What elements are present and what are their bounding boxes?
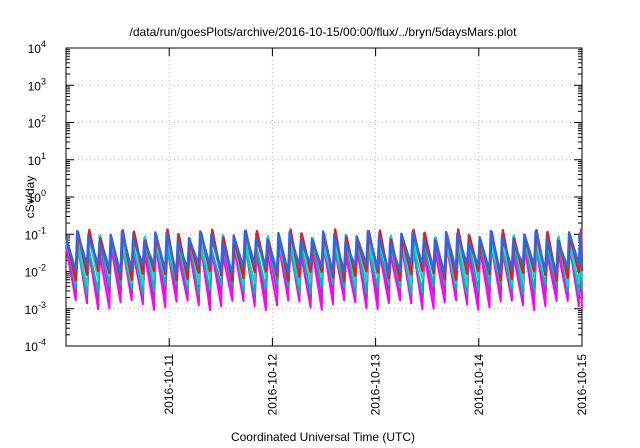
series-group bbox=[64, 228, 584, 312]
chart-title: /data/run/goesPlots/archive/2016-10-15/0… bbox=[130, 25, 518, 39]
y-tick-label: 10-4 bbox=[25, 337, 46, 354]
y-tick-label: 10-3 bbox=[25, 300, 46, 317]
series-line bbox=[64, 229, 584, 276]
y-tick-label: 104 bbox=[28, 39, 46, 56]
y-axis-label: cSv/day bbox=[23, 176, 37, 219]
x-tick-label: 2016-10-15 bbox=[575, 354, 589, 416]
y-tick-label: 10-1 bbox=[25, 225, 46, 242]
x-axis-label: Coordinated Universal Time (UTC) bbox=[231, 430, 415, 444]
y-tick-label: 10-2 bbox=[25, 263, 46, 280]
x-tick-label: 2016-10-12 bbox=[265, 354, 279, 416]
x-tick-label: 2016-10-11 bbox=[162, 354, 176, 415]
y-tick-label: 101 bbox=[28, 151, 46, 168]
x-axis: 2016-10-11 2016-10-12 2016-10-13 2016-10-14… bbox=[162, 48, 589, 415]
y-tick-label: 102 bbox=[28, 114, 46, 131]
y-tick-label: 100 bbox=[28, 188, 46, 205]
y-tick-label: 103 bbox=[28, 76, 46, 93]
x-tick-label: 2016-10-14 bbox=[472, 354, 486, 416]
x-tick-label: 2016-10-13 bbox=[369, 354, 383, 416]
